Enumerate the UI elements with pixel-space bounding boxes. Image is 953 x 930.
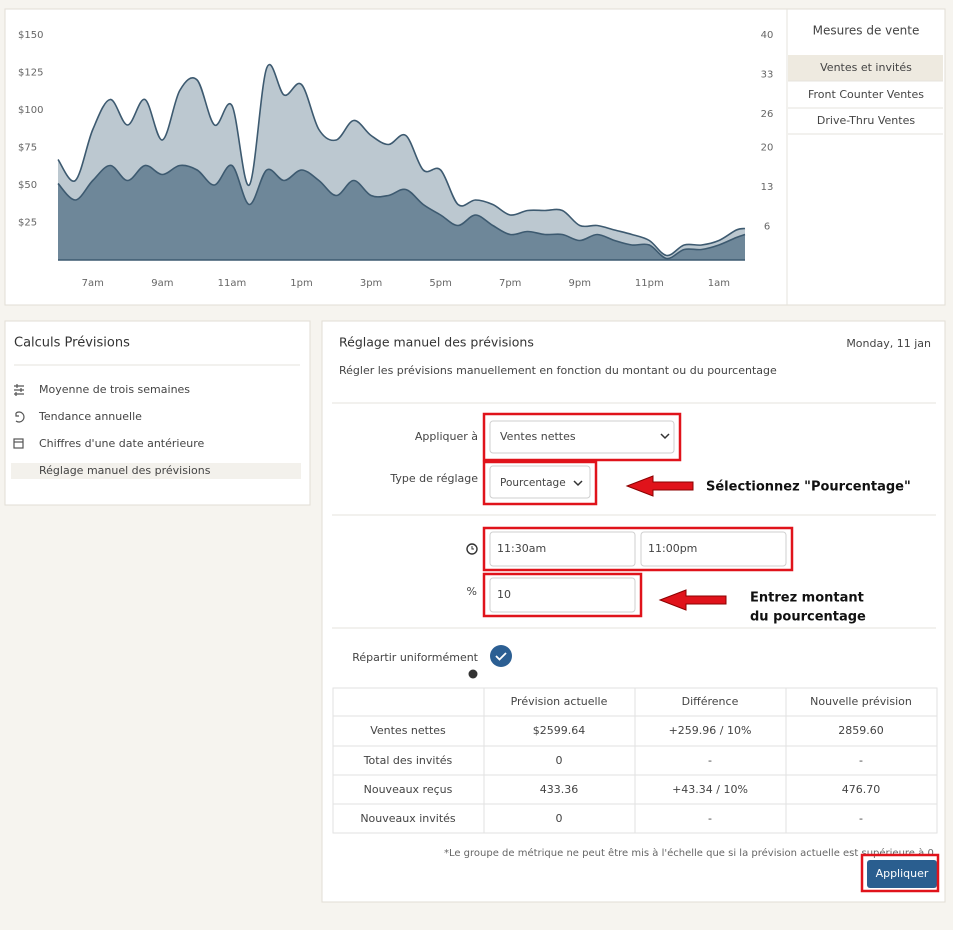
annotation-boxes (482, 412, 940, 893)
label: Type de réglage (389, 472, 478, 485)
table-cell: - (859, 754, 863, 767)
table-cell: 0 (556, 754, 563, 767)
table-header: Différence (682, 695, 739, 708)
x-tick-label: 11pm (635, 278, 664, 289)
y2-tick-label: 40 (761, 30, 774, 41)
chevron (660, 433, 670, 440)
annotation: du pourcentage (750, 610, 866, 625)
table-grid (332, 687, 938, 834)
checkbox[interactable] (490, 645, 512, 667)
row-label: Nouveaux reçus (364, 783, 453, 796)
apply-button[interactable] (867, 860, 937, 888)
label: Appliquer à (415, 430, 478, 443)
table-body: Ventes nettes $2599.64 +259.96 / 10% 2859.6… (360, 724, 883, 825)
y-tick-label: $100 (18, 105, 43, 116)
y2-tick-label: 26 (761, 109, 774, 120)
y2-tick-label: 33 (761, 69, 774, 80)
note: *Le groupe de métrique ne peut être mis … (444, 847, 937, 859)
arrow (625, 475, 694, 497)
measure-item[interactable]: Ventes et invités (820, 61, 912, 74)
area (58, 165, 745, 260)
x-tick-label: 9am (151, 278, 173, 289)
x-tick-label: 9pm (569, 278, 591, 289)
x-tick-label: 7am (82, 278, 104, 289)
table-cell: 2859.60 (838, 724, 884, 737)
y-tick-label: $50 (18, 180, 37, 191)
annotation: Sélectionnez "Pourcentage" (706, 480, 911, 495)
table-cell: - (708, 812, 712, 825)
arrow (658, 589, 727, 611)
label: Répartir uniformément (352, 651, 478, 664)
start-time[interactable]: 11:30am (497, 542, 546, 555)
description: Régler les prévisions manuellement en fo… (339, 364, 777, 377)
area-line (57, 63, 746, 257)
measure-item[interactable]: Front Counter Ventes (808, 88, 924, 101)
y-tick-label: $150 (18, 30, 43, 41)
table-cell: - (859, 812, 863, 825)
row-label: Nouveaux invités (360, 812, 456, 825)
table-cell: 433.36 (540, 783, 579, 796)
manual-title: Réglage manuel des prévisions (339, 335, 534, 350)
table-cell: +259.96 / 10% (669, 724, 752, 737)
calc-item[interactable]: Chiffres d'une date antérieure (39, 437, 204, 450)
calc-item[interactable]: Tendance annuelle (38, 410, 142, 423)
table-cell: $2599.64 (533, 724, 586, 737)
help-icon[interactable] (468, 669, 478, 679)
clock-icon (466, 543, 478, 555)
measures-title: Mesures de vente (813, 24, 920, 38)
annotation: Entrez montant (750, 591, 864, 606)
apply-button-label[interactable]: Appliquer (876, 867, 929, 880)
chevron (573, 480, 583, 487)
row-label: Total des invités (363, 754, 453, 767)
label: % (467, 585, 477, 598)
percent-value[interactable]: 10 (497, 588, 511, 601)
y2-tick-label: 20 (761, 143, 774, 154)
selected-bg (788, 55, 943, 81)
y-tick-label: $75 (18, 143, 37, 154)
table-header: Nouvelle prévision (810, 695, 912, 708)
time-input[interactable] (640, 531, 787, 567)
y2-tick-label: 6 (764, 221, 770, 232)
row-label: Ventes nettes (370, 724, 446, 737)
calcs-title: Calculs Prévisions (14, 336, 130, 351)
area-line (57, 164, 746, 260)
select-value[interactable]: Pourcentage (500, 477, 566, 489)
percent-input[interactable] (489, 577, 636, 613)
table-cell: - (708, 754, 712, 767)
y2-tick-label: 13 (761, 182, 774, 193)
check (495, 652, 507, 661)
table-cell: +43.34 / 10% (672, 783, 748, 796)
select[interactable] (489, 420, 675, 454)
table-cell: 476.70 (842, 783, 881, 796)
calc-item[interactable]: Moyenne de trois semaines (39, 383, 190, 396)
measure-item[interactable]: Drive-Thru Ventes (817, 114, 915, 127)
table-cell: 0 (556, 812, 563, 825)
calc-item[interactable]: Réglage manuel des prévisions (39, 464, 211, 477)
selected-bg (11, 463, 301, 479)
x-tick-label: 11am (218, 278, 247, 289)
time-input[interactable] (489, 531, 636, 567)
x-tick-label: 1pm (290, 278, 312, 289)
area-chart: $25 $50 $75 $100 $125 $150 6 13 20 26 33 40 7am 9am 11… (18, 30, 773, 289)
table-header: Prévision actuelle (511, 695, 608, 708)
select-value[interactable]: Ventes nettes (500, 430, 576, 443)
end-time[interactable]: 11:00pm (648, 542, 697, 555)
x-tick-label: 5pm (429, 278, 451, 289)
y-tick-label: $125 (18, 68, 43, 79)
x-tick-label: 7pm (499, 278, 521, 289)
date: Monday, 11 jan (846, 337, 931, 350)
x-tick-label: 3pm (360, 278, 382, 289)
select[interactable] (489, 465, 591, 499)
x-tick-label: 1am (708, 278, 730, 289)
y-tick-label: $25 (18, 218, 37, 229)
